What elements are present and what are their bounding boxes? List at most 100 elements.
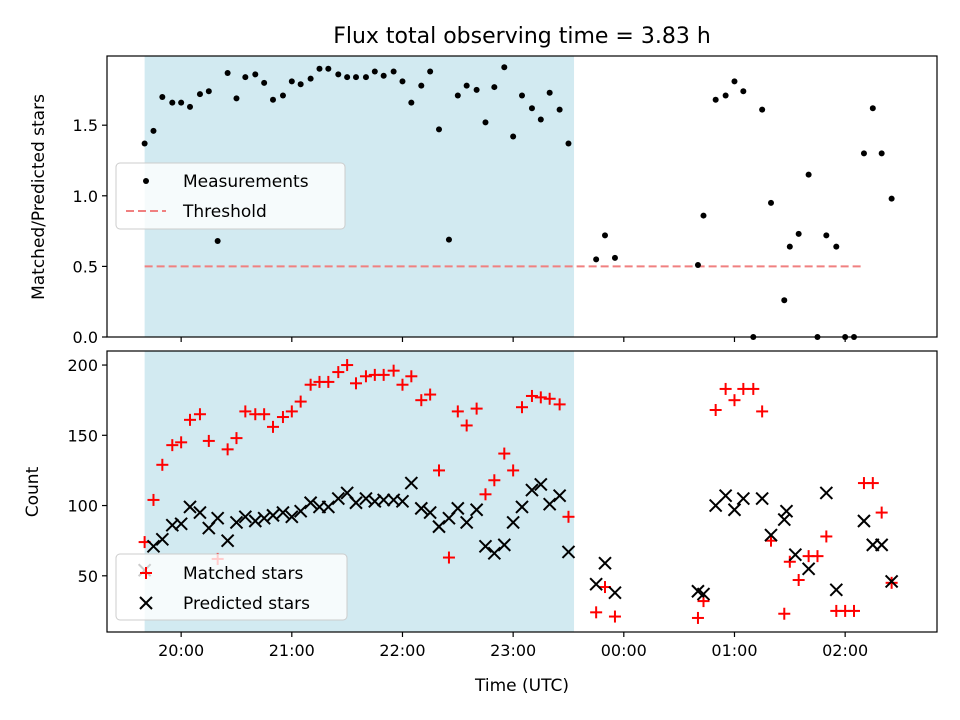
y-tick-label: 150 (67, 426, 98, 445)
measurement-point (196, 91, 203, 98)
measurement-point (537, 116, 544, 123)
matched-star-point (783, 555, 796, 568)
measurement-point (463, 82, 470, 89)
matched-star-point (175, 436, 188, 449)
matched-star-point (691, 611, 704, 624)
bottom-x-ticks: 20:00 21:00 22:00 23:00 00:00 01:00 02:00 (158, 632, 868, 660)
top-legend-box (115, 162, 346, 230)
measurement-points (141, 64, 895, 340)
measurement-point (325, 65, 332, 72)
matched-star-point (778, 607, 791, 620)
measurement-point (178, 99, 185, 106)
legend-predicted-label: Predicted stars (183, 594, 310, 614)
measurement-point (786, 243, 793, 250)
matched-star-point (433, 464, 445, 477)
measurement-point (380, 72, 387, 79)
measurement-point (445, 236, 452, 243)
measurement-point (833, 243, 840, 250)
bottom-legend-box (115, 553, 348, 621)
x-tick-label: 01:00 (711, 641, 757, 660)
predicted-star-point (534, 477, 548, 492)
predicted-star-point (727, 503, 742, 517)
measurement-point (141, 140, 148, 147)
predicted-star-point (478, 539, 493, 554)
matched-star-point (608, 610, 621, 623)
predicted-star-point (561, 545, 576, 559)
matched-star-point (498, 447, 511, 460)
predicted-star-point (755, 491, 769, 506)
predicted-star-point (829, 583, 844, 597)
measurement-point (731, 78, 738, 85)
matched-star-point (387, 364, 400, 377)
measurement-point (261, 79, 268, 86)
predicted-star-point (155, 532, 170, 546)
matched-star-point (230, 432, 243, 445)
matched-star-point (488, 474, 501, 487)
measurement-point (611, 254, 618, 261)
y-tick-label: 0.5 (73, 257, 98, 276)
predicted-star-point (819, 486, 834, 500)
measurement-point (528, 105, 535, 112)
matched-star-point (166, 439, 179, 452)
predicted-star-point (874, 538, 889, 552)
matched-star-point (820, 530, 833, 543)
y-tick-label: 50 (78, 567, 98, 586)
predicted-star-point (229, 515, 244, 530)
matched-star-point (424, 388, 437, 401)
x-axis-label: Time (UTC) (474, 676, 569, 696)
legend-matched-label: Matched stars (183, 564, 303, 584)
measurement-point (565, 140, 572, 147)
matched-star-point (811, 550, 824, 563)
x-tick-label: 21:00 (269, 641, 315, 660)
predicted-star-point (598, 556, 612, 570)
predicted-star-point (423, 505, 437, 520)
measurement-point (371, 68, 378, 75)
top-plot-frame (106, 55, 938, 338)
predicted-star-point (469, 503, 484, 517)
matched-star-point (848, 604, 860, 617)
bottom-legend: Matched stars Predicted stars (115, 553, 348, 621)
measurement-point (722, 92, 729, 99)
matched-star-point (202, 434, 215, 447)
predicted-star-point (359, 491, 373, 506)
predicted-star-point (542, 497, 557, 511)
matched-star-point (193, 408, 206, 421)
bottom-y-axis-label: Count (23, 466, 43, 517)
measurement-point (556, 106, 563, 113)
matched-star-point (451, 405, 464, 418)
measurement-point (436, 126, 442, 133)
measurement-point (205, 88, 212, 95)
predicted-star-point (183, 500, 197, 514)
predicted-star-point (285, 510, 299, 524)
legend-threshold-label: Threshold (182, 202, 267, 222)
matched-star-point (267, 420, 279, 433)
matched-star-point (147, 493, 160, 506)
predicted-star-point (414, 501, 429, 516)
matched-star-point (156, 458, 169, 471)
predicted-star-point (266, 508, 280, 523)
measurement-point (279, 92, 286, 99)
matched-star-point (543, 392, 556, 405)
matched-star-point (294, 395, 307, 408)
predicted-star-point (506, 515, 520, 530)
y-tick-label: 100 (67, 497, 98, 516)
legend-matched-marker (140, 567, 152, 579)
top-y-ticks: 0.0 0.5 1.0 1.5 (73, 116, 107, 347)
measurement-point (593, 256, 600, 263)
matched-star-point (875, 506, 888, 519)
predicted-star-point (857, 514, 871, 528)
measurement-point (888, 195, 895, 202)
predicted-star-point (376, 493, 391, 507)
predicted-star-point (220, 533, 235, 548)
predicted-star-point (884, 574, 899, 589)
measurement-point (362, 74, 369, 81)
predicted-star-point (451, 501, 465, 516)
matched-star-point (258, 408, 271, 421)
matched-star-points (138, 359, 898, 624)
measurement-point (233, 95, 240, 102)
predicted-star-point (321, 500, 336, 514)
measurement-point (482, 119, 489, 126)
measurement-point (501, 64, 508, 71)
predicted-star-point (174, 517, 188, 531)
measurement-point (297, 81, 304, 88)
